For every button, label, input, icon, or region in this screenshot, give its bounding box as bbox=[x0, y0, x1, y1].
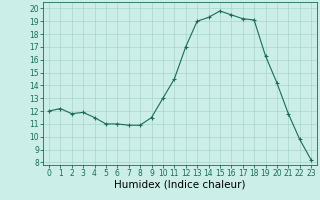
X-axis label: Humidex (Indice chaleur): Humidex (Indice chaleur) bbox=[114, 180, 246, 190]
